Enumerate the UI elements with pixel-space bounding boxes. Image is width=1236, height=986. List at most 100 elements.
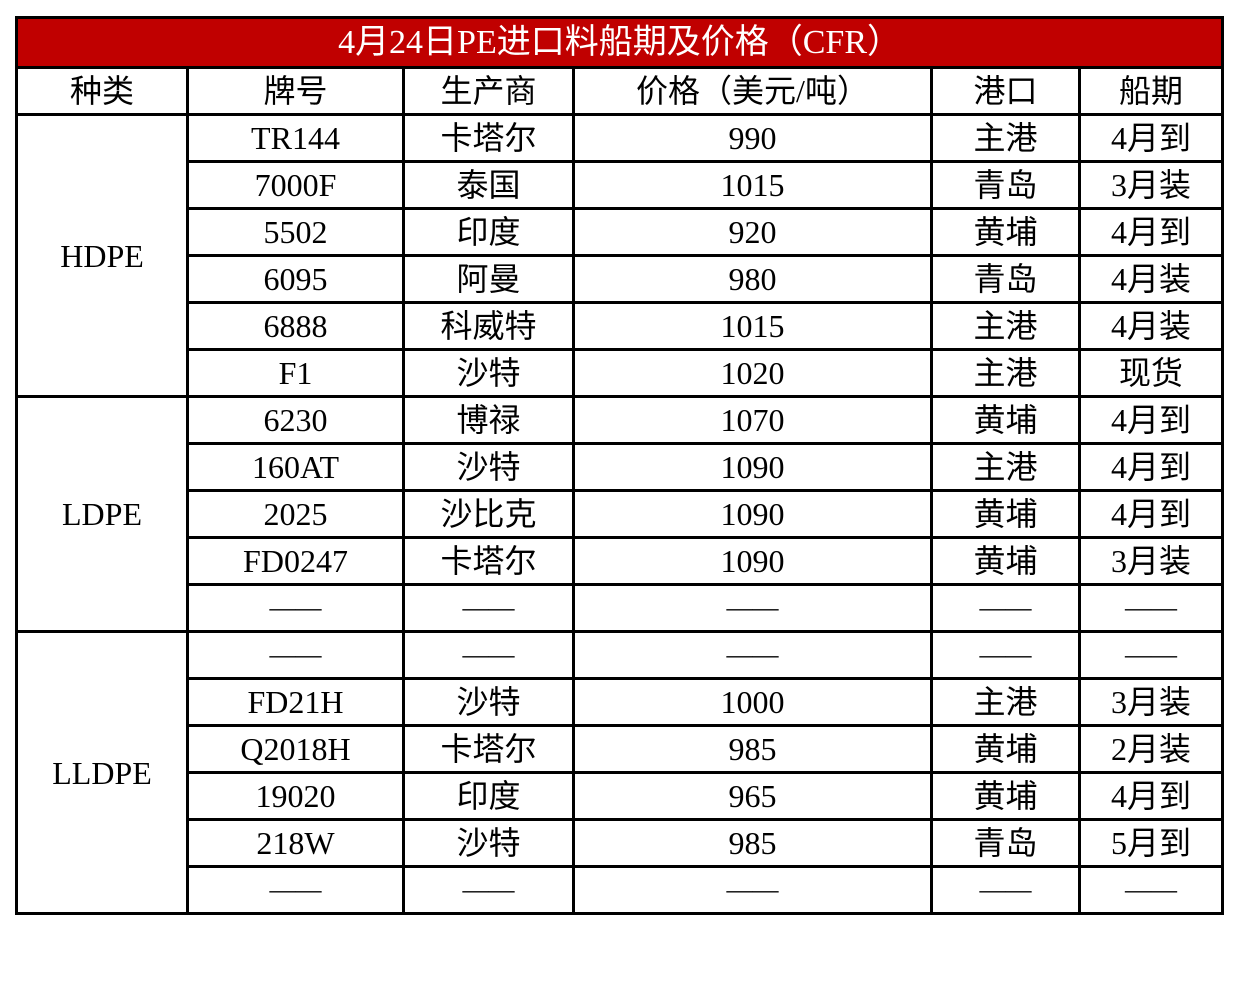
table-row: 160AT 沙特 1090 主港 4月到	[17, 442, 1225, 492]
producer-cell: 卡塔尔	[402, 724, 575, 774]
producer-cell: ——	[402, 630, 575, 680]
producer-cell: 沙比克	[402, 489, 575, 539]
table-row: FD21H 沙特 1000 主港 3月装	[17, 677, 1225, 727]
table-row: 5502 印度 920 黄埔 4月到	[17, 207, 1225, 257]
table-row: F1 沙特 1020 主港 现货	[17, 348, 1225, 398]
shipment-cell: ——	[1077, 630, 1225, 680]
header-grade: 牌号	[186, 66, 405, 116]
table-row: —— —— —— —— ——	[17, 583, 1225, 633]
header-port: 港口	[930, 66, 1081, 116]
price-cell: ——	[572, 630, 933, 680]
category-cell: LDPE	[15, 395, 189, 633]
grade-cell: 160AT	[186, 442, 405, 492]
table-row: FD0247 卡塔尔 1090 黄埔 3月装	[17, 536, 1225, 586]
grade-cell: 19020	[186, 771, 405, 821]
price-cell: 920	[572, 207, 933, 257]
table-row: 7000F 泰国 1015 青岛 3月装	[17, 160, 1225, 210]
price-cell: 1090	[572, 442, 933, 492]
producer-cell: 卡塔尔	[402, 113, 575, 163]
producer-cell: 印度	[402, 207, 575, 257]
table-row: 2025 沙比克 1090 黄埔 4月到	[17, 489, 1225, 539]
grade-cell: 7000F	[186, 160, 405, 210]
price-cell: 1000	[572, 677, 933, 727]
producer-cell: 沙特	[402, 348, 575, 398]
port-cell: ——	[930, 865, 1081, 915]
grade-cell: ——	[186, 583, 405, 633]
shipment-cell: 4月装	[1077, 301, 1225, 351]
shipment-cell: 4月到	[1077, 771, 1225, 821]
port-cell: 主港	[930, 442, 1081, 492]
header-category: 种类	[15, 66, 189, 116]
price-cell: 1015	[572, 160, 933, 210]
grade-cell: 2025	[186, 489, 405, 539]
header-producer: 生产商	[402, 66, 575, 116]
shipment-cell: ——	[1077, 583, 1225, 633]
port-cell: 黄埔	[930, 724, 1081, 774]
table-row: 6095 阿曼 980 青岛 4月装	[17, 254, 1225, 304]
price-cell: 1020	[572, 348, 933, 398]
shipment-cell: ——	[1077, 865, 1225, 915]
shipment-cell: 4月到	[1077, 113, 1225, 163]
port-cell: 黄埔	[930, 207, 1081, 257]
port-cell: 主港	[930, 677, 1081, 727]
price-cell: 965	[572, 771, 933, 821]
price-cell: 990	[572, 113, 933, 163]
price-cell: 1090	[572, 489, 933, 539]
grade-cell: 6230	[186, 395, 405, 445]
port-cell: 黄埔	[930, 489, 1081, 539]
table-row: LDPE 6230 博禄 1070 黄埔 4月到	[15, 395, 1225, 633]
producer-cell: 博禄	[402, 395, 575, 445]
shipment-cell: 4月到	[1077, 395, 1225, 445]
grade-cell: ——	[186, 865, 405, 915]
port-cell: 主港	[930, 301, 1081, 351]
producer-cell: 科威特	[402, 301, 575, 351]
table-row: HDPE TR144 卡塔尔 990 主港 4月到	[15, 113, 1225, 398]
port-cell: ——	[930, 583, 1081, 633]
producer-cell: 泰国	[402, 160, 575, 210]
price-cell: 985	[572, 818, 933, 868]
port-cell: 主港	[930, 348, 1081, 398]
producer-cell: 沙特	[402, 677, 575, 727]
grade-cell: FD0247	[186, 536, 405, 586]
port-cell: 黄埔	[930, 395, 1081, 445]
header-row: 种类 牌号 生产商 价格（美元/吨） 港口 船期	[15, 66, 1225, 116]
table-row: 6888 科威特 1015 主港 4月装	[17, 301, 1225, 351]
table-row: 218W 沙特 985 青岛 5月到	[17, 818, 1225, 868]
title-row: 4月24日PE进口料船期及价格（CFR）	[14, 16, 1225, 69]
shipment-cell: 2月装	[1077, 724, 1225, 774]
grade-cell: FD21H	[186, 677, 405, 727]
grade-cell: ——	[186, 630, 405, 680]
grade-cell: F1	[186, 348, 405, 398]
shipment-cell: 现货	[1077, 348, 1225, 398]
shipment-cell: 4月装	[1077, 254, 1225, 304]
pe-import-table: 4月24日PE进口料船期及价格（CFR） 种类 牌号 生产商 价格（美元/吨） …	[14, 16, 1225, 915]
shipment-cell: 3月装	[1077, 160, 1225, 210]
producer-cell: ——	[402, 583, 575, 633]
price-cell: 1070	[572, 395, 933, 445]
table-row: 19020 印度 965 黄埔 4月到	[17, 771, 1225, 821]
grade-cell: 6095	[186, 254, 405, 304]
producer-cell: 卡塔尔	[402, 536, 575, 586]
grade-cell: 6888	[186, 301, 405, 351]
shipment-cell: 5月到	[1077, 818, 1225, 868]
grade-cell: 218W	[186, 818, 405, 868]
grade-cell: Q2018H	[186, 724, 405, 774]
table-row: —— —— —— —— ——	[17, 865, 1225, 915]
shipment-cell: 4月到	[1077, 207, 1225, 257]
producer-cell: 印度	[402, 771, 575, 821]
port-cell: ——	[930, 630, 1081, 680]
producer-cell: 沙特	[402, 818, 575, 868]
port-cell: 主港	[930, 113, 1081, 163]
grade-cell: TR144	[186, 113, 405, 163]
grade-cell: 5502	[186, 207, 405, 257]
shipment-cell: 3月装	[1077, 536, 1225, 586]
price-cell: 980	[572, 254, 933, 304]
table-row: LLDPE —— —— —— —— ——	[15, 630, 1225, 915]
price-cell: ——	[572, 865, 933, 915]
port-cell: 黄埔	[930, 771, 1081, 821]
table-row: Q2018H 卡塔尔 985 黄埔 2月装	[17, 724, 1225, 774]
producer-cell: 阿曼	[402, 254, 575, 304]
table-title: 4月24日PE进口料船期及价格（CFR）	[14, 16, 1225, 69]
port-cell: 黄埔	[930, 536, 1081, 586]
price-cell: ——	[572, 583, 933, 633]
